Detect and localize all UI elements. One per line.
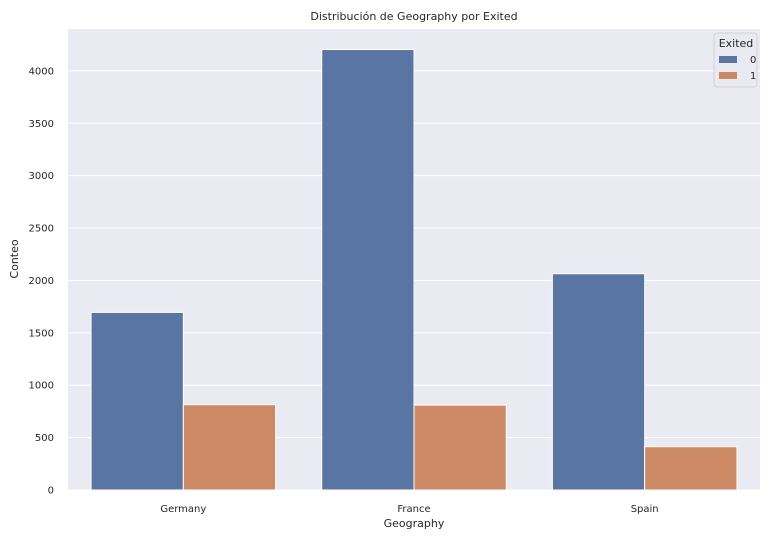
bar-france-exited-1 bbox=[413, 404, 507, 491]
y-tick-label: 2500 bbox=[29, 224, 54, 235]
bar-spain-exited-1 bbox=[644, 446, 738, 491]
bar-france-exited-0 bbox=[321, 49, 415, 491]
x-axis-title: Geography bbox=[384, 517, 445, 530]
legend-label: 1 bbox=[750, 71, 756, 82]
y-tick-label: 1500 bbox=[29, 328, 54, 339]
y-tick-label: 1000 bbox=[29, 381, 54, 392]
legend-swatch bbox=[719, 56, 737, 63]
legend-swatch bbox=[719, 72, 737, 79]
y-axis-title: Conteo bbox=[8, 239, 21, 278]
x-tick-label: France bbox=[397, 504, 430, 515]
x-tick-label: Germany bbox=[160, 504, 206, 515]
y-tick-label: 500 bbox=[35, 433, 54, 444]
y-tick-label: 3500 bbox=[29, 119, 54, 130]
bars bbox=[90, 49, 738, 491]
legend-title: Exited bbox=[719, 37, 754, 50]
y-tick-label: 3000 bbox=[29, 171, 54, 182]
chart-title: Distribución de Geography por Exited bbox=[310, 10, 517, 23]
bar-germany-exited-1 bbox=[182, 404, 277, 491]
y-tick-label: 2000 bbox=[29, 276, 54, 287]
legend: Exited 0 1 bbox=[713, 32, 758, 88]
legend-label: 0 bbox=[750, 55, 756, 66]
y-tick-label: 0 bbox=[48, 486, 54, 497]
x-axis-ticks: Germany France Spain bbox=[160, 504, 658, 515]
y-tick-label: 4000 bbox=[29, 66, 54, 77]
bar-spain-exited-0 bbox=[551, 273, 646, 491]
x-tick-label: Spain bbox=[631, 504, 659, 515]
bar-germany-exited-0 bbox=[90, 311, 184, 491]
y-axis-ticks: 0 500 1000 1500 2000 2500 3000 3500 4000 bbox=[29, 66, 54, 496]
